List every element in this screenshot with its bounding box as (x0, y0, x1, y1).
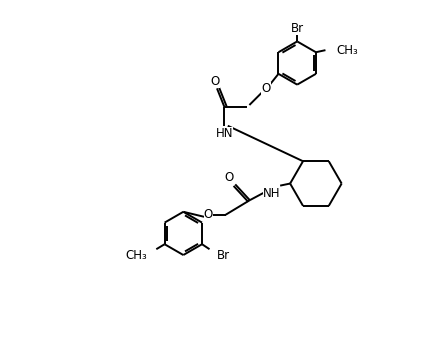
Text: O: O (261, 82, 271, 95)
Text: HN: HN (216, 127, 233, 140)
Text: CH₃: CH₃ (337, 44, 358, 57)
Text: CH₃: CH₃ (126, 248, 147, 262)
Text: O: O (210, 75, 220, 88)
Text: Br: Br (217, 248, 230, 262)
Text: O: O (224, 171, 234, 184)
Text: O: O (204, 208, 213, 221)
Text: NH: NH (263, 187, 281, 200)
Text: Br: Br (290, 22, 304, 35)
